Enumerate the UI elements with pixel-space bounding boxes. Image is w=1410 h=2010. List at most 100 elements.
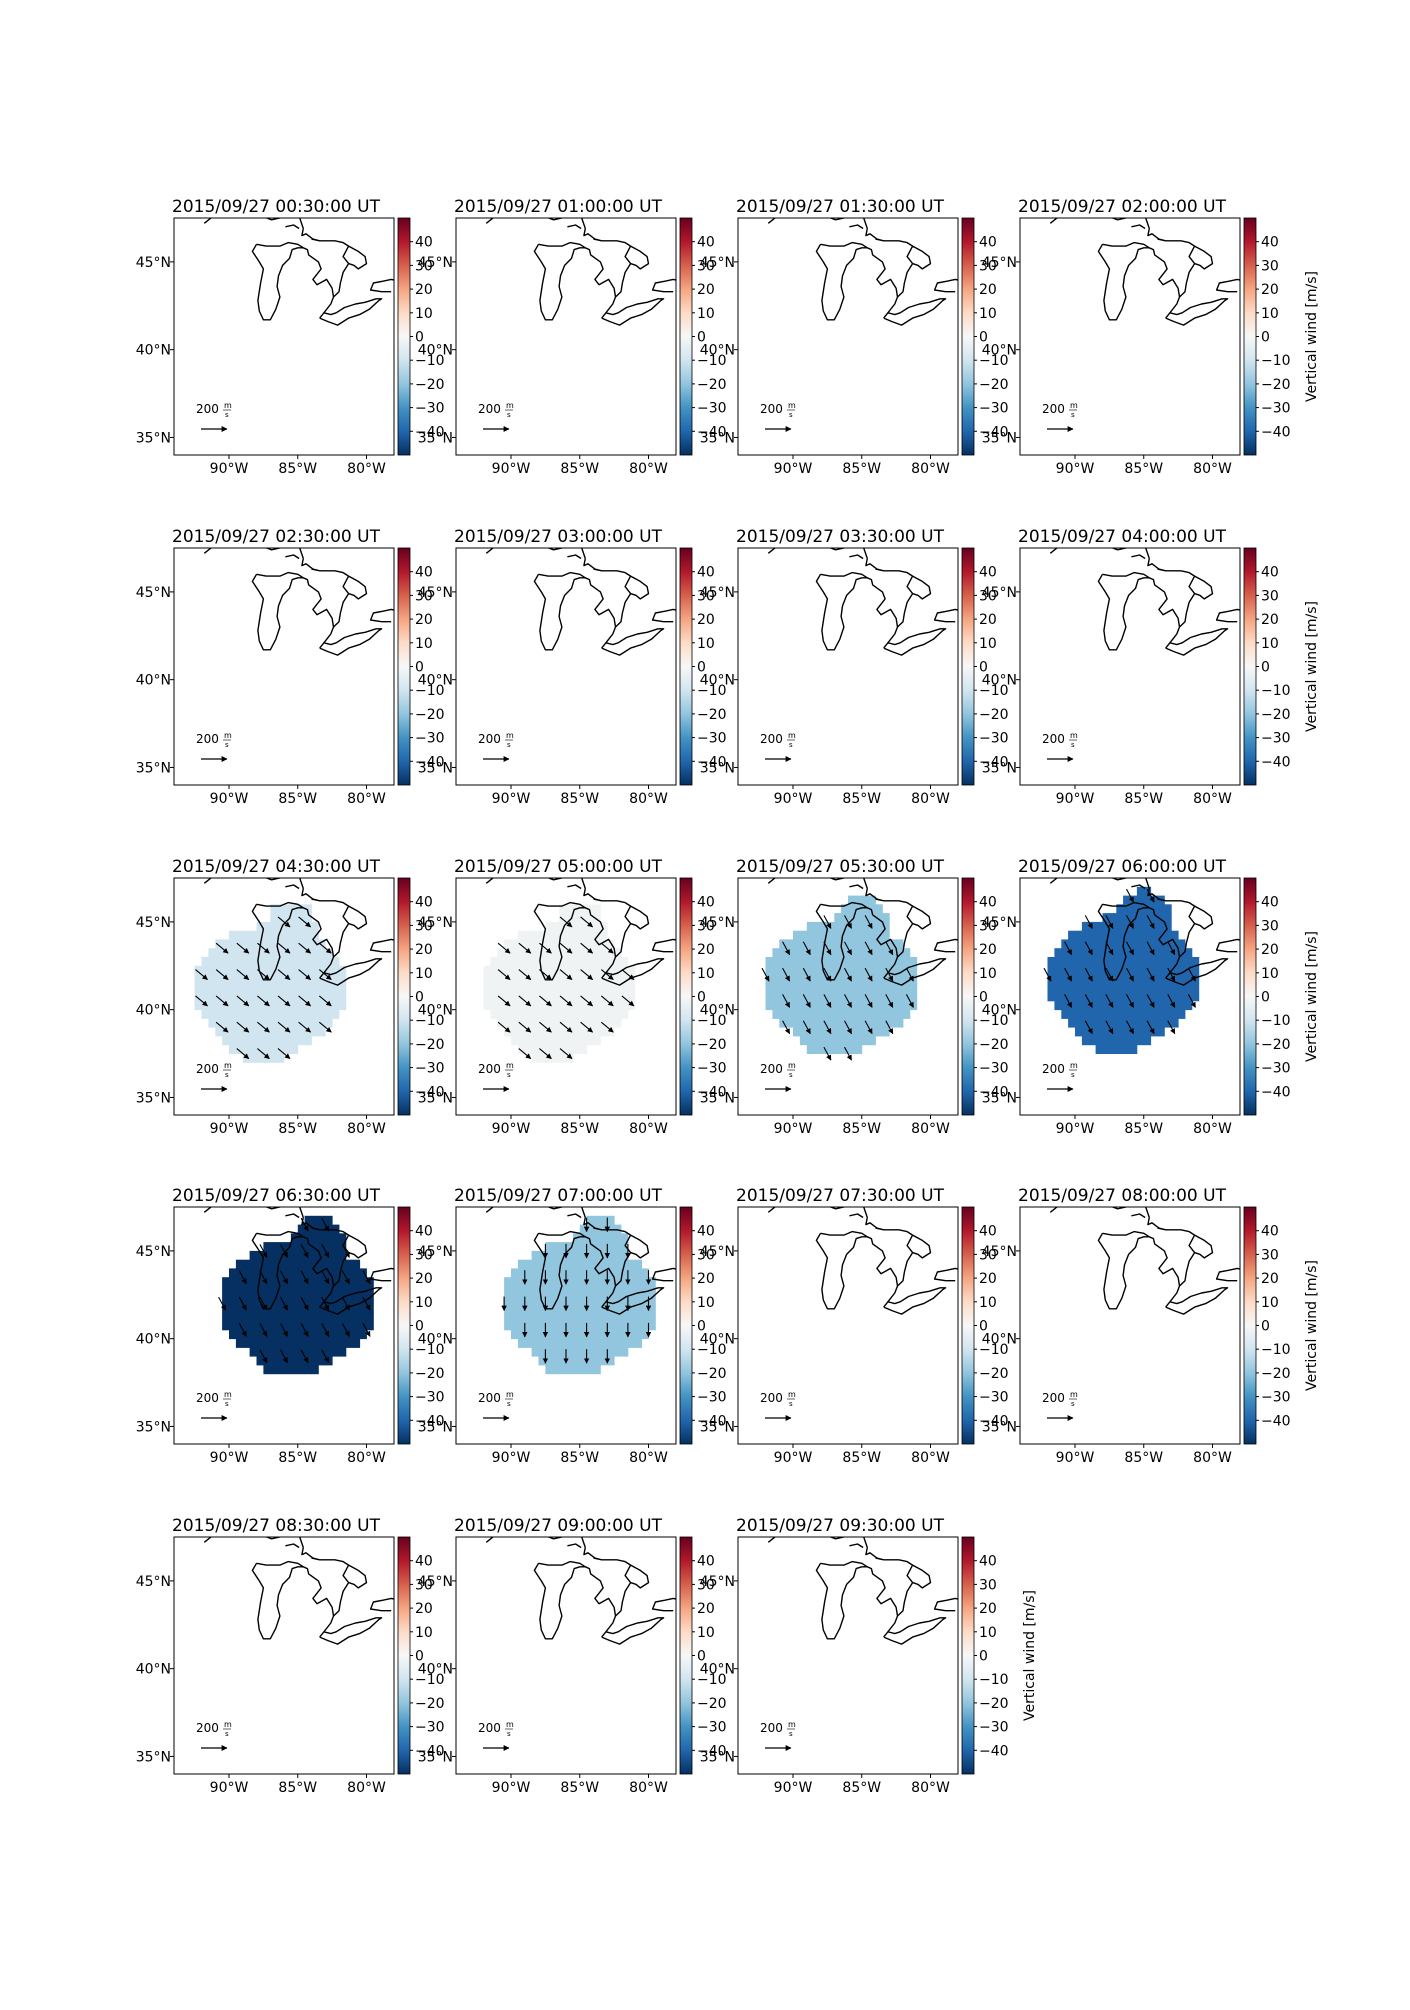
wind-cell: [614, 1250, 622, 1261]
wind-cell: [1123, 965, 1131, 975]
wind-cell: [235, 1044, 244, 1054]
wind-arrow: [321, 1349, 330, 1364]
wind-cell: [1047, 992, 1055, 1002]
wind-cell: [861, 983, 870, 993]
wind-cell: [806, 965, 815, 975]
colorbar-tick-label: 20: [415, 612, 433, 628]
colorbar-tick-label: 0: [1261, 660, 1270, 676]
wind-arrow: [782, 1020, 791, 1035]
wind-cell: [806, 921, 815, 932]
wind-cell: [552, 1268, 560, 1278]
wind-cell: [1095, 1000, 1103, 1011]
wind-cell: [841, 992, 849, 1002]
wind-cell: [579, 1329, 588, 1340]
wind-arrow: [1126, 888, 1134, 903]
wind-cell: [511, 957, 519, 967]
colorbar-tick-label: 20: [1261, 942, 1279, 958]
wind-cell: [813, 974, 821, 984]
wind-cell: [1081, 1009, 1090, 1019]
x-tick-label: 90°W: [774, 1450, 813, 1466]
wind-cell: [208, 974, 216, 984]
wind-arrow: [823, 994, 832, 1008]
data-layer: [1043, 878, 1240, 1054]
y-tick-label: 35°N: [418, 1419, 453, 1435]
wind-cell: [827, 1036, 835, 1046]
wind-cell: [256, 921, 264, 932]
wind-cell: [1185, 974, 1193, 984]
wind-cell: [1123, 1009, 1131, 1019]
wind-cell: [861, 904, 870, 914]
coastline: [485, 1537, 676, 1645]
reference-arrow-unit-den: s: [1071, 1400, 1075, 1408]
wind-cell: [614, 1321, 622, 1331]
x-tick-label: 85°W: [1124, 1450, 1163, 1466]
wind-cell: [607, 1356, 615, 1366]
wind-cell: [1081, 1036, 1090, 1046]
wind-cell: [875, 1018, 883, 1028]
colorbar-tick-label: −20: [415, 1696, 445, 1712]
wind-cell: [517, 1027, 526, 1037]
wind-cell: [552, 1036, 560, 1046]
wind-arrow: [195, 969, 208, 981]
wind-cell: [297, 1000, 306, 1011]
wind-arrow: [864, 994, 873, 1008]
wind-cell: [277, 957, 285, 967]
wind-cell: [497, 957, 505, 967]
wind-cell: [318, 1242, 326, 1252]
wind-cell: [517, 1036, 526, 1046]
colorbar-tick-label: −10: [415, 1342, 445, 1358]
wind-cell: [614, 965, 622, 975]
colorbar-tick-label: −30: [979, 1720, 1009, 1736]
wind-arrow: [257, 1048, 270, 1060]
wind-cell: [572, 965, 581, 975]
wind-cell: [504, 1303, 512, 1313]
wind-arrow: [300, 1349, 309, 1364]
wind-cell: [579, 1321, 588, 1331]
wind-cell: [531, 930, 539, 940]
wind-cell: [311, 1347, 319, 1357]
x-tick-label: 90°W: [210, 461, 249, 477]
wind-cell: [332, 1294, 340, 1304]
wind-cell: [284, 1294, 292, 1304]
wind-cell: [524, 930, 533, 940]
wind-arrow: [218, 1296, 227, 1311]
wind-cell: [854, 1000, 863, 1011]
wind-cell: [256, 948, 264, 958]
colorbar-tick-label: −40: [979, 1743, 1009, 1759]
wind-cell: [559, 992, 567, 1002]
wind-cell: [345, 1312, 354, 1322]
y-tick-label: 35°N: [418, 430, 453, 446]
wind-cell: [579, 1294, 588, 1304]
wind-cell: [270, 1294, 278, 1304]
colorbar-tick-label: 40: [697, 1224, 715, 1240]
reference-arrow-unit-den: s: [1071, 1071, 1075, 1079]
wind-cell: [566, 1286, 574, 1296]
wind-cell: [297, 1036, 306, 1046]
colorbar-tick-label: −40: [979, 754, 1009, 770]
wind-cell: [517, 1329, 526, 1340]
axes-frame: [737, 1536, 959, 1775]
wind-cell: [772, 1000, 780, 1011]
wind-cell: [504, 1286, 512, 1296]
wind-arrow: [885, 967, 894, 982]
wind-cell: [572, 1259, 581, 1269]
wind-cell: [882, 939, 890, 949]
wind-cell: [572, 1356, 581, 1366]
wind-cell: [208, 1009, 216, 1019]
wind-cell: [552, 1286, 560, 1296]
wind-cell: [607, 1303, 615, 1313]
colorbar-tick-label: 20: [979, 942, 997, 958]
wind-cell: [627, 1277, 636, 1287]
wind-arrow: [280, 1349, 288, 1364]
wind-cell: [559, 904, 567, 914]
wind-cell: [304, 1242, 312, 1252]
wind-cell: [559, 1286, 567, 1296]
wind-cell: [517, 1321, 526, 1331]
wind-cell: [318, 1312, 326, 1322]
wind-cell: [627, 1259, 636, 1269]
wind-cell: [263, 1286, 271, 1296]
reference-arrow-value: 200: [478, 1391, 501, 1405]
wind-cell: [215, 1018, 223, 1028]
wind-cell: [1157, 992, 1165, 1002]
wind-cell: [566, 939, 574, 949]
